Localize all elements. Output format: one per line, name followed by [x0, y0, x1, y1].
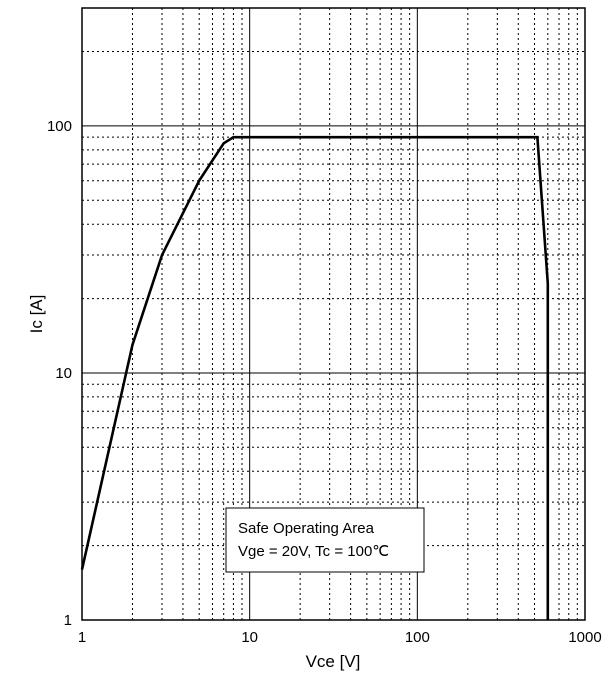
x-tick-label: 1000	[568, 629, 601, 646]
x-tick-label: 10	[241, 629, 258, 646]
annotation-line-1: Safe Operating Area	[238, 520, 375, 537]
series-layer	[80, 135, 550, 620]
y-tick-label: 100	[47, 118, 72, 135]
x-axis-label: Vce [V]	[306, 652, 361, 671]
y-tick-label: 10	[55, 365, 72, 382]
x-tick-label: 100	[405, 629, 430, 646]
y-tick-labels: 1 10 100	[47, 118, 72, 629]
x-tick-labels: 1 10 100 1000	[78, 629, 602, 646]
y-axis-label: Ic [A]	[27, 295, 46, 334]
soa-boundary-line	[80, 135, 550, 620]
x-tick-label: 1	[78, 629, 86, 646]
plot-frame	[81, 7, 586, 621]
annotation-line-2: Vge = 20V, Tc = 100℃	[238, 543, 389, 560]
annotation-frame	[225, 507, 425, 573]
annotation-box: Safe Operating Area Vge = 20V, Tc = 100℃	[225, 507, 425, 573]
y-tick-label: 1	[64, 612, 72, 629]
